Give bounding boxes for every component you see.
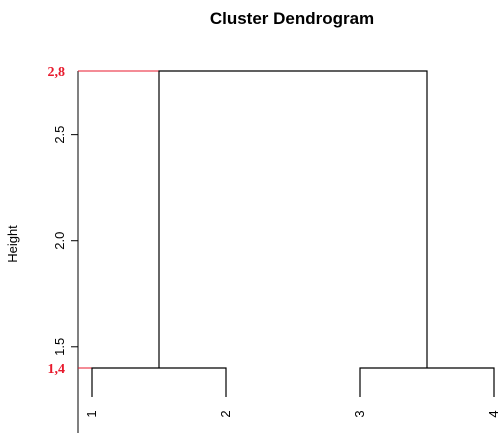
leaf-label: 1 [84, 410, 99, 417]
chart-title: Cluster Dendrogram [210, 9, 374, 28]
y-tick-label: 1.5 [52, 338, 67, 356]
dendrogram-branches [91, 70, 495, 397]
leaf-label: 4 [486, 410, 501, 417]
y-axis: 1.5 2.0 2.5 [52, 71, 79, 433]
leaf-label: 3 [352, 410, 367, 417]
y-tick-label: 2.5 [52, 126, 67, 144]
leaf-label: 2 [218, 410, 233, 417]
branch-merge-2 [359, 367, 495, 397]
y-axis-label: Height [5, 225, 20, 263]
y-tick-label: 2.0 [52, 232, 67, 250]
leaf-labels: 1 2 3 4 [84, 410, 501, 417]
branch-merge-3 [158, 70, 428, 368]
annotations: 2,8 1,4 [48, 65, 159, 377]
annotation-label: 1,4 [48, 362, 66, 377]
branch-merge-1 [91, 367, 227, 397]
annotation-label: 2,8 [48, 65, 66, 80]
